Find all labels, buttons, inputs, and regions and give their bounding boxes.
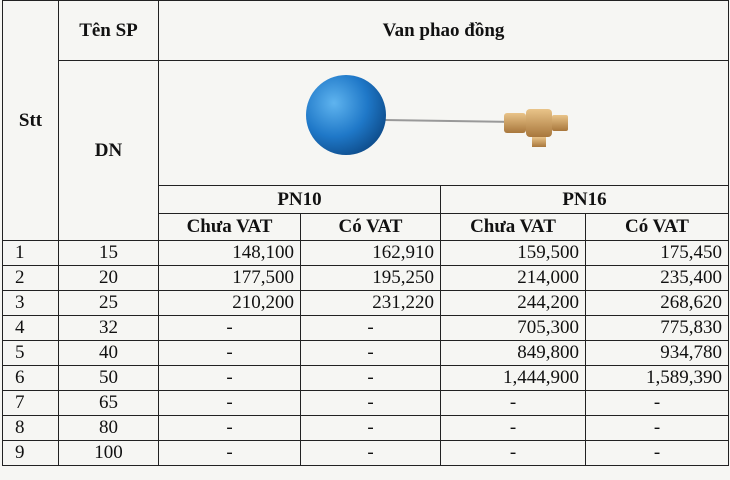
price: 1,589,390 [586, 366, 729, 391]
row-number: 4 [3, 316, 59, 341]
price: - [301, 441, 441, 466]
price: - [159, 416, 301, 441]
dn-size: 50 [59, 366, 159, 391]
name-header: Tên SP [59, 1, 159, 61]
row-number: 8 [3, 416, 59, 441]
page: Stt Tên SP Van phao đồng DN [0, 0, 730, 480]
price: 775,830 [586, 316, 729, 341]
price: 849,800 [441, 341, 586, 366]
price: 195,250 [301, 266, 441, 291]
price: 235,400 [586, 266, 729, 291]
price: 1,444,900 [441, 366, 586, 391]
sub-header: Có VAT [301, 214, 441, 241]
price: - [159, 341, 301, 366]
dn-size: 15 [59, 241, 159, 266]
dn-size: 40 [59, 341, 159, 366]
price: 268,620 [586, 291, 729, 316]
row-number: 6 [3, 366, 59, 391]
price: - [159, 366, 301, 391]
sub-header: Chưa VAT [441, 214, 586, 241]
price: 934,780 [586, 341, 729, 366]
product-image [304, 65, 584, 175]
price: 177,500 [159, 266, 301, 291]
price: - [159, 441, 301, 466]
dn-size: 65 [59, 391, 159, 416]
pn16-header: PN16 [441, 186, 729, 214]
price: - [301, 366, 441, 391]
row-number: 2 [3, 266, 59, 291]
price: 210,200 [159, 291, 301, 316]
pn10-header: PN10 [159, 186, 441, 214]
stt-header: Stt [3, 1, 59, 241]
price: 162,910 [301, 241, 441, 266]
price: 159,500 [441, 241, 586, 266]
sub-header: Có VAT [586, 214, 729, 241]
dn-size: 25 [59, 291, 159, 316]
price: - [586, 441, 729, 466]
row-number: 3 [3, 291, 59, 316]
price: - [301, 316, 441, 341]
price: 148,100 [159, 241, 301, 266]
product-name: Van phao đồng [159, 1, 729, 61]
price: - [586, 391, 729, 416]
price: 214,000 [441, 266, 586, 291]
price: - [301, 341, 441, 366]
price: - [159, 391, 301, 416]
row-number: 9 [3, 441, 59, 466]
dn-header: DN [59, 61, 159, 241]
price: - [441, 416, 586, 441]
price: 705,300 [441, 316, 586, 341]
price: - [301, 391, 441, 416]
dn-size: 20 [59, 266, 159, 291]
price: - [586, 416, 729, 441]
row-number: 7 [3, 391, 59, 416]
dn-size: 100 [59, 441, 159, 466]
row-number: 1 [3, 241, 59, 266]
price-table: Stt Tên SP Van phao đồng DN [2, 0, 729, 466]
price: - [159, 316, 301, 341]
price: - [301, 416, 441, 441]
price: - [441, 441, 586, 466]
price: - [441, 391, 586, 416]
dn-size: 80 [59, 416, 159, 441]
price: 175,450 [586, 241, 729, 266]
row-number: 5 [3, 341, 59, 366]
sub-header: Chưa VAT [159, 214, 301, 241]
price: 231,220 [301, 291, 441, 316]
price: 244,200 [441, 291, 586, 316]
dn-size: 32 [59, 316, 159, 341]
product-image-cell [159, 61, 729, 186]
